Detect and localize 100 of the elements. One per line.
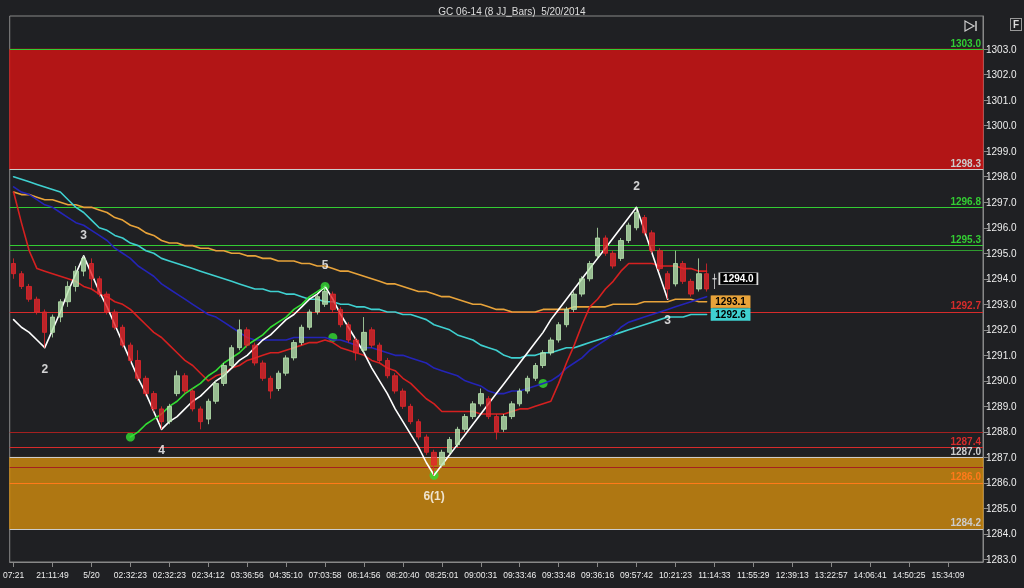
ref-line-label: 1287.0 bbox=[950, 445, 982, 457]
x-tick-label: 02:32:23 bbox=[113, 569, 148, 580]
y-tick-label: 1293.0 bbox=[986, 298, 1018, 310]
candlestick bbox=[579, 275, 585, 298]
y-tick-label: 1301.0 bbox=[986, 94, 1018, 106]
y-tick-label: 1291.0 bbox=[986, 349, 1018, 361]
candlestick bbox=[315, 293, 320, 316]
x-tick-label: 02:34:12 bbox=[191, 569, 226, 580]
candlestick bbox=[167, 403, 172, 425]
candlestick bbox=[143, 375, 149, 397]
candlestick bbox=[268, 375, 273, 400]
x-tick-label: 5/20 bbox=[83, 569, 101, 580]
candlestick bbox=[244, 326, 250, 349]
x-tick-label: 08:14:56 bbox=[347, 569, 381, 580]
candlestick bbox=[696, 257, 702, 293]
candlestick bbox=[634, 206, 639, 231]
y-tick-label: 1288.0 bbox=[986, 426, 1018, 438]
candlestick bbox=[649, 229, 655, 254]
x-tick-label: 09:57:42 bbox=[619, 569, 654, 580]
ref-line-label: 1296.8 bbox=[950, 195, 982, 207]
y-tick-label: 1292.0 bbox=[986, 324, 1018, 336]
candlestick bbox=[494, 413, 499, 441]
candlestick bbox=[276, 370, 281, 392]
candlestick bbox=[610, 250, 616, 270]
candlestick bbox=[564, 306, 569, 328]
candlestick bbox=[486, 395, 491, 420]
x-tick-label: 12:39:13 bbox=[775, 569, 810, 580]
candlestick bbox=[151, 390, 157, 412]
ref-line-label: 1284.2 bbox=[950, 517, 982, 529]
candlestick bbox=[447, 436, 452, 456]
candlestick bbox=[330, 291, 336, 313]
candlestick bbox=[657, 247, 663, 272]
candlestick bbox=[135, 349, 141, 382]
x-tick-label: 07:21 bbox=[2, 569, 25, 580]
candlestick bbox=[408, 403, 413, 425]
ref-line-label: 1286.0 bbox=[950, 471, 982, 483]
candlestick bbox=[213, 380, 219, 405]
line-series bbox=[12, 191, 708, 313]
y-tick-label: 1290.0 bbox=[986, 375, 1018, 387]
x-tick-label: 09:33:46 bbox=[503, 569, 537, 580]
ref-line-label: 1287.4 bbox=[950, 435, 982, 447]
candlestick bbox=[73, 265, 79, 293]
candlestick bbox=[680, 260, 686, 285]
candlestick bbox=[237, 319, 242, 351]
candlestick bbox=[11, 257, 16, 280]
candlestick bbox=[587, 260, 593, 282]
x-tick-label: 09:00:31 bbox=[464, 569, 498, 580]
y-tick-label: 1297.0 bbox=[986, 196, 1018, 208]
x-tick-label: 14:06:41 bbox=[853, 569, 887, 580]
x-tick-label: 15:34:09 bbox=[931, 569, 965, 580]
candlestick bbox=[665, 270, 670, 300]
candlestick bbox=[307, 308, 312, 331]
chart-title: GC 06-14 (8 JJ_Bars) 5/20/2014 bbox=[438, 5, 587, 17]
candlestick bbox=[221, 362, 227, 387]
x-tick-label: 21:11:49 bbox=[36, 569, 70, 580]
candlestick bbox=[462, 413, 468, 433]
x-tick-label: 03:36:56 bbox=[230, 569, 265, 580]
candlestick bbox=[533, 362, 538, 382]
y-tick-label: 1298.0 bbox=[986, 171, 1018, 183]
candlestick bbox=[478, 388, 484, 407]
candlestick bbox=[595, 227, 600, 259]
x-tick-label: 10:21:23 bbox=[658, 569, 693, 580]
candlestick bbox=[673, 250, 678, 287]
text: 1294.0 bbox=[723, 273, 754, 285]
line-series bbox=[12, 175, 708, 359]
x-tick-label: 08:20:40 bbox=[386, 569, 420, 580]
candlestick bbox=[81, 255, 86, 277]
y-tick-label: 1303.0 bbox=[986, 43, 1018, 55]
candlestick bbox=[501, 413, 507, 433]
candlestick bbox=[618, 237, 624, 262]
candlestick bbox=[26, 283, 32, 303]
candlestick bbox=[470, 400, 476, 420]
data-label: 1292.6 bbox=[715, 309, 747, 321]
x-tick-label: 08:25:01 bbox=[425, 569, 459, 580]
candlestick bbox=[65, 280, 71, 308]
annotation: 2 bbox=[41, 361, 49, 376]
ref-line-label: 1298.3 bbox=[950, 157, 982, 169]
candlestick bbox=[104, 291, 110, 316]
candlestick bbox=[704, 262, 709, 293]
y-tick-label: 1287.0 bbox=[986, 451, 1018, 463]
y-tick-label: 1299.0 bbox=[986, 145, 1018, 157]
candlestick bbox=[338, 306, 343, 328]
y-tick-label: 1296.0 bbox=[986, 222, 1018, 234]
candlestick bbox=[198, 405, 203, 430]
candlestick bbox=[206, 398, 211, 425]
candlestick bbox=[548, 336, 554, 356]
candlestick bbox=[712, 273, 717, 290]
candlestick bbox=[353, 336, 359, 361]
data-label: 1293.1 bbox=[715, 296, 747, 308]
candlestick bbox=[424, 433, 429, 456]
x-tick-label: 11:55:29 bbox=[737, 569, 770, 580]
candlestick bbox=[361, 316, 367, 354]
x-tick-label: 09:36:16 bbox=[581, 569, 615, 580]
candlestick bbox=[540, 349, 546, 369]
candlestick bbox=[58, 298, 63, 323]
y-tick-label: 1294.0 bbox=[986, 273, 1018, 285]
y-tick-label: 1302.0 bbox=[986, 69, 1018, 81]
candlestick bbox=[517, 388, 522, 407]
candlestick bbox=[385, 357, 390, 379]
candlestick bbox=[346, 321, 351, 344]
